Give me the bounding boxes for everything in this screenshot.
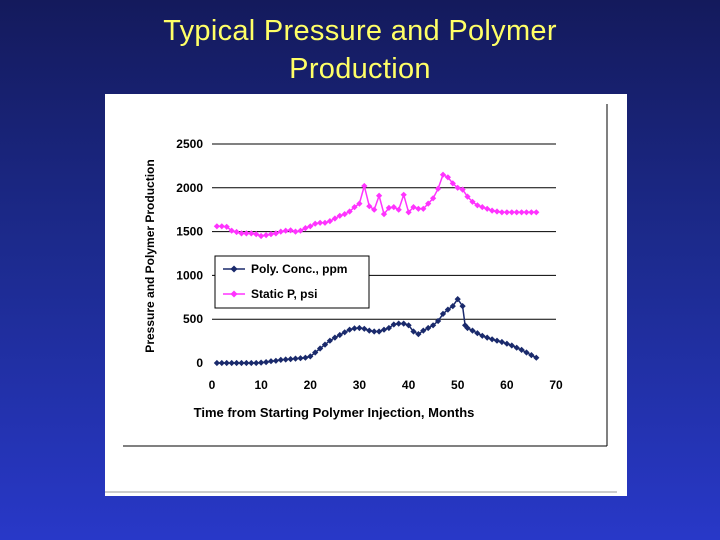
data-point (459, 302, 466, 310)
data-point (356, 324, 363, 332)
data-point (400, 320, 407, 327)
y-tick-label: 2500 (176, 137, 203, 151)
y-axis-ticks: 0 500 1000 1500 2000 2500 (176, 137, 203, 370)
data-point (267, 358, 275, 365)
line-chart: 0 500 1000 1500 2000 2500 0 10 20 30 40 50 60 70 Pre… (105, 104, 617, 493)
slide-title: Typical Pressure and Polymer Production (0, 12, 720, 88)
legend-marker-static (230, 290, 238, 298)
data-point (400, 191, 407, 198)
data-point (326, 217, 334, 225)
data-point (282, 356, 289, 363)
x-tick-label: 70 (549, 378, 563, 392)
chart-panel: 0 500 1000 1500 2000 2500 0 10 20 30 40 50 60 70 Pre… (105, 94, 627, 496)
data-point (262, 231, 270, 239)
x-tick-label: 20 (304, 378, 318, 392)
data-point (498, 338, 506, 346)
data-point (228, 227, 235, 234)
data-point (302, 354, 309, 361)
data-point (454, 295, 461, 303)
data-point (346, 326, 353, 333)
data-point (488, 336, 496, 343)
data-point (213, 223, 221, 230)
data-point (420, 327, 427, 334)
data-point (375, 192, 383, 199)
data-point (493, 337, 501, 344)
data-point (356, 200, 363, 207)
x-tick-label: 10 (254, 378, 268, 392)
data-point (533, 354, 540, 361)
legend-marker-poly (230, 265, 238, 273)
data-point (243, 230, 250, 237)
y-tick-label: 1500 (176, 225, 203, 239)
slide-title-line-2: Production (289, 53, 431, 85)
data-point (238, 230, 245, 237)
data-point (253, 359, 260, 367)
x-axis-title: Time from Starting Polymer Injection, Mo… (194, 405, 475, 420)
y-tick-label: 0 (196, 356, 203, 370)
slide-title-line-1: Typical Pressure and Polymer (163, 15, 557, 47)
data-point (292, 355, 299, 362)
data-point (233, 228, 240, 236)
legend-box (214, 255, 370, 309)
data-point (361, 325, 368, 332)
data-point (395, 206, 402, 213)
y-tick-label: 1000 (176, 268, 203, 282)
data-point (528, 351, 535, 359)
legend-label-poly: Poly. Conc., ppm (251, 262, 347, 276)
data-point (390, 203, 397, 211)
data-point (493, 208, 501, 215)
data-point (341, 329, 348, 336)
data-point (287, 355, 294, 363)
x-axis-ticks: 0 10 20 30 40 50 60 70 (209, 378, 563, 392)
data-point (272, 230, 280, 237)
data-point (351, 203, 358, 211)
data-point (297, 355, 304, 362)
y-tick-label: 500 (183, 312, 203, 326)
data-point (336, 212, 343, 219)
x-tick-label: 0 (209, 378, 216, 392)
x-tick-label: 50 (451, 378, 465, 392)
data-point (336, 331, 343, 339)
x-tick-label: 60 (500, 378, 514, 392)
data-point (331, 215, 339, 222)
x-tick-label: 40 (402, 378, 416, 392)
data-point (248, 230, 255, 237)
x-tick-label: 30 (353, 378, 367, 392)
data-point (287, 227, 294, 234)
data-point (533, 209, 540, 216)
series-line (216, 173, 537, 237)
data-point (366, 327, 373, 334)
data-point (341, 210, 348, 218)
data-point (223, 223, 230, 230)
data-point (272, 357, 280, 364)
legend-label-static: Static P, psi (251, 287, 317, 301)
data-point (395, 320, 402, 327)
data-point (425, 324, 432, 332)
data-point (312, 220, 319, 227)
data-point (415, 330, 422, 338)
data-point (469, 327, 476, 334)
data-point (277, 356, 284, 364)
data-point (351, 325, 358, 332)
data-point (439, 171, 447, 178)
data-point (484, 334, 491, 341)
data-point (233, 359, 240, 367)
series-static-p (213, 171, 540, 240)
data-point (449, 302, 456, 310)
data-point (218, 223, 225, 230)
data-point (434, 185, 442, 192)
data-point (321, 219, 329, 226)
data-point (523, 349, 530, 356)
data-point (257, 359, 265, 366)
data-point (282, 227, 289, 234)
data-point (292, 228, 299, 235)
data-point (267, 231, 275, 238)
y-tick-label: 2000 (176, 181, 203, 195)
y-axis-title: Pressure and Polymer Production (143, 159, 157, 352)
data-point (444, 306, 452, 313)
data-point (297, 227, 304, 234)
data-point (262, 358, 270, 366)
data-point (474, 330, 481, 337)
legend: Poly. Conc., ppm Static P, psi (214, 255, 370, 309)
